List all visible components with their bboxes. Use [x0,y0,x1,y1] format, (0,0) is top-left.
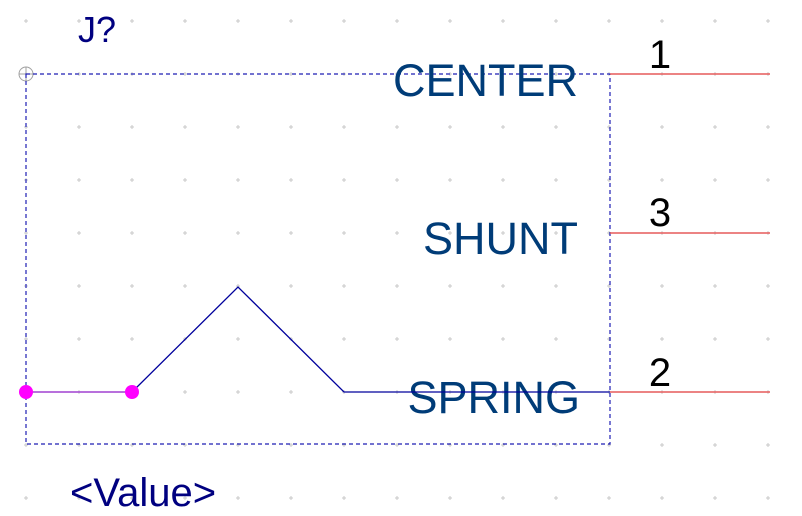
connection-dot-left[interactable] [19,385,33,399]
connection-dot-right[interactable] [125,385,139,399]
switch-symbol-line [131,286,610,393]
component-body-outline[interactable] [25,73,611,445]
pin-number-spring: 2 [649,351,671,395]
reference-designator[interactable]: J? [78,9,116,50]
pin-name-center: CENTER [393,55,578,106]
background-grid [24,19,770,500]
pin-number-shunt: 3 [649,191,671,235]
pin-number-center: 1 [649,33,671,77]
component-value[interactable]: <Value> [70,471,216,515]
pin-name-spring: SPRING [407,372,580,423]
pin-name-shunt: SHUNT [423,213,578,264]
